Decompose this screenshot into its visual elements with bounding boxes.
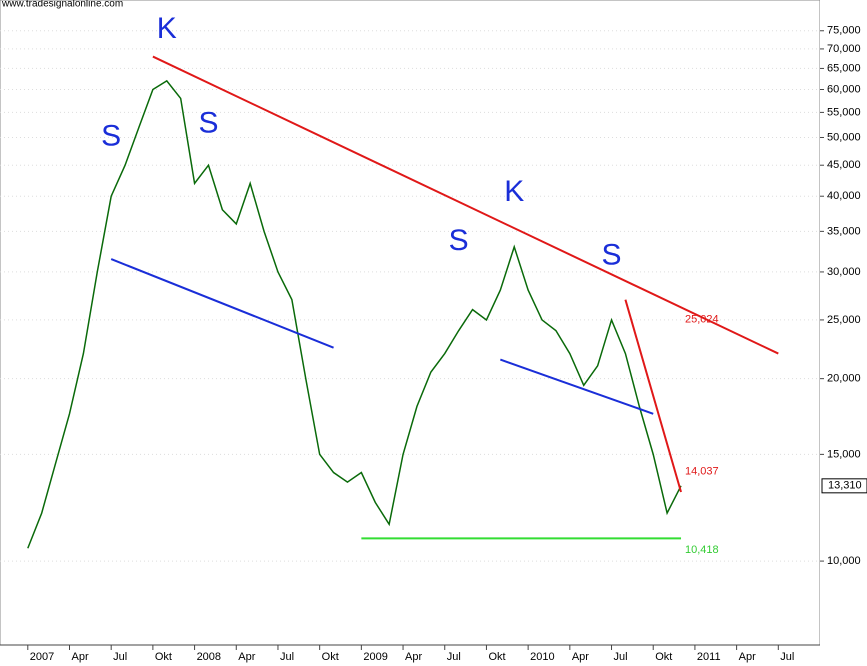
y-tick-label: 35,000	[827, 225, 861, 237]
x-tick-label: Okt	[488, 651, 505, 663]
trend-line	[500, 358, 654, 415]
x-tick-label: Okt	[155, 651, 172, 663]
pattern-letter: K	[504, 175, 524, 208]
last-price-label: 13,310	[828, 480, 862, 492]
trend-line	[624, 299, 682, 493]
y-tick-label: 15,000	[827, 448, 861, 460]
y-tick-label: 70,000	[827, 43, 861, 55]
pattern-letter: S	[449, 224, 469, 257]
y-axis-area	[820, 0, 867, 666]
x-tick-label: Jul	[780, 651, 794, 663]
source: www.tradesignalonline.com	[1, 0, 123, 10]
x-tick-label: Okt	[655, 651, 672, 663]
x-tick-label: Apr	[572, 651, 589, 663]
y-tick-label: 75,000	[827, 25, 861, 37]
pattern-letter: K	[157, 12, 177, 45]
last-price-box	[821, 478, 867, 494]
x-tick-label: Jul	[447, 651, 461, 663]
x-tick-label: 2009	[363, 651, 387, 663]
y-tick-label: 40,000	[827, 190, 861, 202]
x-tick-label: Apr	[739, 651, 756, 663]
level-label: 10,418	[685, 544, 719, 556]
y-tick-label: 50,000	[827, 131, 861, 143]
trend-line	[152, 55, 779, 355]
y-tick-label: 25,000	[827, 314, 861, 326]
x-tick-label: Apr	[238, 651, 255, 663]
y-tick-label: 55,000	[827, 106, 861, 118]
x-tick-label: Okt	[322, 651, 339, 663]
trend-line	[110, 258, 334, 349]
x-tick-label: Jul	[280, 651, 294, 663]
x-tick-label: Apr	[405, 651, 422, 663]
price-line	[27, 79, 682, 549]
level-label: 14,037	[685, 466, 719, 478]
x-tick-label: 2008	[197, 651, 221, 663]
pattern-letter: S	[198, 107, 218, 140]
x-tick-label: 2010	[530, 651, 554, 663]
level-label: 25,024	[685, 314, 719, 326]
y-tick-label: 10,000	[827, 555, 861, 567]
pattern-letter: S	[602, 239, 622, 272]
y-tick-label: 60,000	[827, 83, 861, 95]
pattern-letter: S	[101, 119, 121, 152]
x-tick-label: 2011	[697, 651, 721, 663]
y-tick-label: 30,000	[827, 266, 861, 278]
y-tick-label: 20,000	[827, 373, 861, 385]
x-tick-label: Jul	[113, 651, 127, 663]
x-tick-label: Apr	[71, 651, 88, 663]
x-tick-label: 2007	[30, 651, 54, 663]
x-tick-label: Jul	[614, 651, 628, 663]
y-tick-label: 45,000	[827, 159, 861, 171]
y-tick-label: 65,000	[827, 62, 861, 74]
